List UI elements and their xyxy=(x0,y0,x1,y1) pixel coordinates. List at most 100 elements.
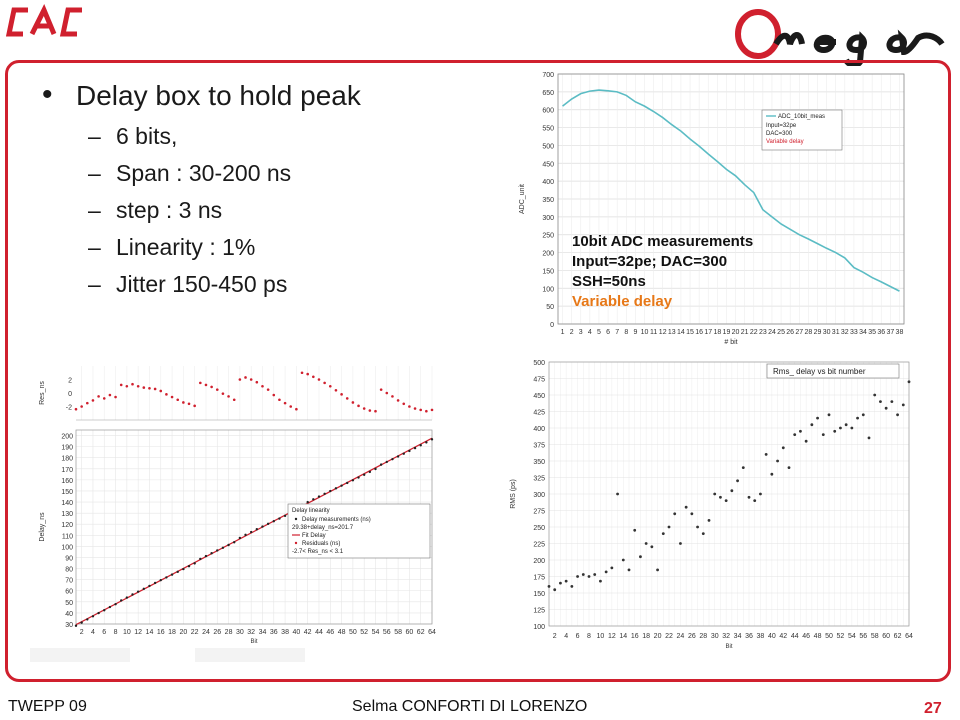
delay-point xyxy=(131,593,134,596)
x-tick-label: 32 xyxy=(722,633,730,640)
y-tick-label: 160 xyxy=(61,478,73,485)
y-tick-label: 50 xyxy=(65,600,73,607)
x-tick-label: 38 xyxy=(896,329,904,336)
rms-point xyxy=(576,575,579,578)
x-tick-label: 18 xyxy=(642,633,650,640)
x-tick-label: 38 xyxy=(281,629,289,636)
delay-point xyxy=(108,605,112,609)
delay-point xyxy=(227,543,230,547)
rms-point xyxy=(890,400,894,403)
rms-point xyxy=(684,505,688,509)
delay-point xyxy=(385,460,388,464)
rms-point xyxy=(901,403,905,407)
rms-point xyxy=(770,472,774,476)
residual-point xyxy=(328,384,332,388)
residual-point xyxy=(249,378,253,381)
y-tick-label: 350 xyxy=(533,459,545,466)
delay-point xyxy=(334,487,338,490)
annotation-line: Input=32pe; DAC=300 xyxy=(572,253,727,270)
x-tick-label: 46 xyxy=(326,629,334,636)
series-line-adc xyxy=(562,89,900,292)
x-tick-label: 44 xyxy=(315,629,323,636)
residual-point xyxy=(204,383,208,387)
x-tick-label: 22 xyxy=(750,329,758,336)
residual-point xyxy=(142,386,146,389)
residual-point xyxy=(312,375,315,379)
x-axis-label: Bit xyxy=(725,644,732,650)
x-tick-label: 35 xyxy=(868,329,876,336)
x-tick-label: 54 xyxy=(372,629,380,636)
x-tick-label: 40 xyxy=(292,629,300,636)
x-tick-label: 56 xyxy=(859,633,867,640)
delay-point xyxy=(261,525,264,528)
delay-point xyxy=(142,587,146,591)
rms-point xyxy=(547,585,551,588)
y-tick-label: 475 xyxy=(533,377,545,384)
rms-point xyxy=(873,393,877,397)
y-tick-label: 200 xyxy=(533,558,545,565)
delay-point xyxy=(368,470,372,474)
x-tick-label: 44 xyxy=(791,633,799,640)
residual-point xyxy=(136,384,140,388)
delay-point xyxy=(176,570,179,574)
rms-point xyxy=(821,433,825,436)
y-tick-label: 100 xyxy=(542,286,554,293)
delay-point xyxy=(148,584,151,588)
residual-point xyxy=(295,407,298,411)
x-tick-label: 58 xyxy=(394,629,402,636)
rms-point xyxy=(759,492,762,496)
residual-point xyxy=(187,402,191,406)
x-tick-label: 2 xyxy=(553,633,557,640)
y-tick-label: 200 xyxy=(542,251,554,258)
x-tick-label: 6 xyxy=(102,629,106,636)
y-tick-label: 80 xyxy=(65,567,73,574)
delay-point xyxy=(266,522,270,526)
plot-area xyxy=(557,73,905,325)
legend-line: Input=32pe xyxy=(766,123,797,129)
residual-point xyxy=(108,393,112,397)
x-tick-label: 46 xyxy=(802,633,810,640)
delay-point xyxy=(374,467,377,471)
footer-left: TWEPP 09 xyxy=(8,698,87,715)
x-tick-label: 34 xyxy=(859,329,867,336)
x-tick-label: 8 xyxy=(114,629,118,636)
residual-point xyxy=(199,381,202,385)
y-tick-label: 300 xyxy=(542,215,554,222)
y-axis-label: Delay_ns xyxy=(39,512,46,542)
delay-point xyxy=(323,492,326,495)
x-tick-label: 18 xyxy=(168,629,176,636)
y-tick-label: 30 xyxy=(65,622,73,629)
bullet-item: 6 bits, xyxy=(40,118,520,155)
delay-point xyxy=(221,546,225,549)
rms-point xyxy=(764,453,768,456)
legend-marker xyxy=(294,541,298,545)
residual-point xyxy=(238,378,242,381)
rms-point xyxy=(907,380,911,384)
annotation-line: 10bit ADC measurements xyxy=(572,233,753,250)
shadow-block xyxy=(30,648,130,662)
x-tick-label: 30 xyxy=(236,629,244,636)
x-tick-label: 32 xyxy=(247,629,255,636)
y-tick-label: 375 xyxy=(533,443,545,450)
y-tick-label: 275 xyxy=(533,509,545,516)
delay-point xyxy=(283,514,287,518)
residual-point xyxy=(408,405,411,408)
x-tick-label: 14 xyxy=(146,629,154,636)
y-tick-label: 650 xyxy=(542,90,554,97)
residual-point xyxy=(153,387,157,391)
rms-point xyxy=(850,426,854,430)
x-tick-label: 64 xyxy=(905,633,913,640)
x-tick-label: 8 xyxy=(587,633,591,640)
residual-point xyxy=(261,384,264,388)
rms-point xyxy=(707,519,711,522)
legend-line: DAC=300 xyxy=(766,131,793,137)
rms-point xyxy=(593,573,597,576)
y-tick-label: 500 xyxy=(533,360,545,367)
x-tick-label: 60 xyxy=(882,633,890,640)
rms-point xyxy=(627,568,631,572)
rms-point xyxy=(673,512,677,516)
x-tick-label: 5 xyxy=(597,329,601,336)
rms-point xyxy=(690,512,694,516)
x-tick-label: 28 xyxy=(699,633,707,640)
x-tick-label: 22 xyxy=(191,629,199,636)
